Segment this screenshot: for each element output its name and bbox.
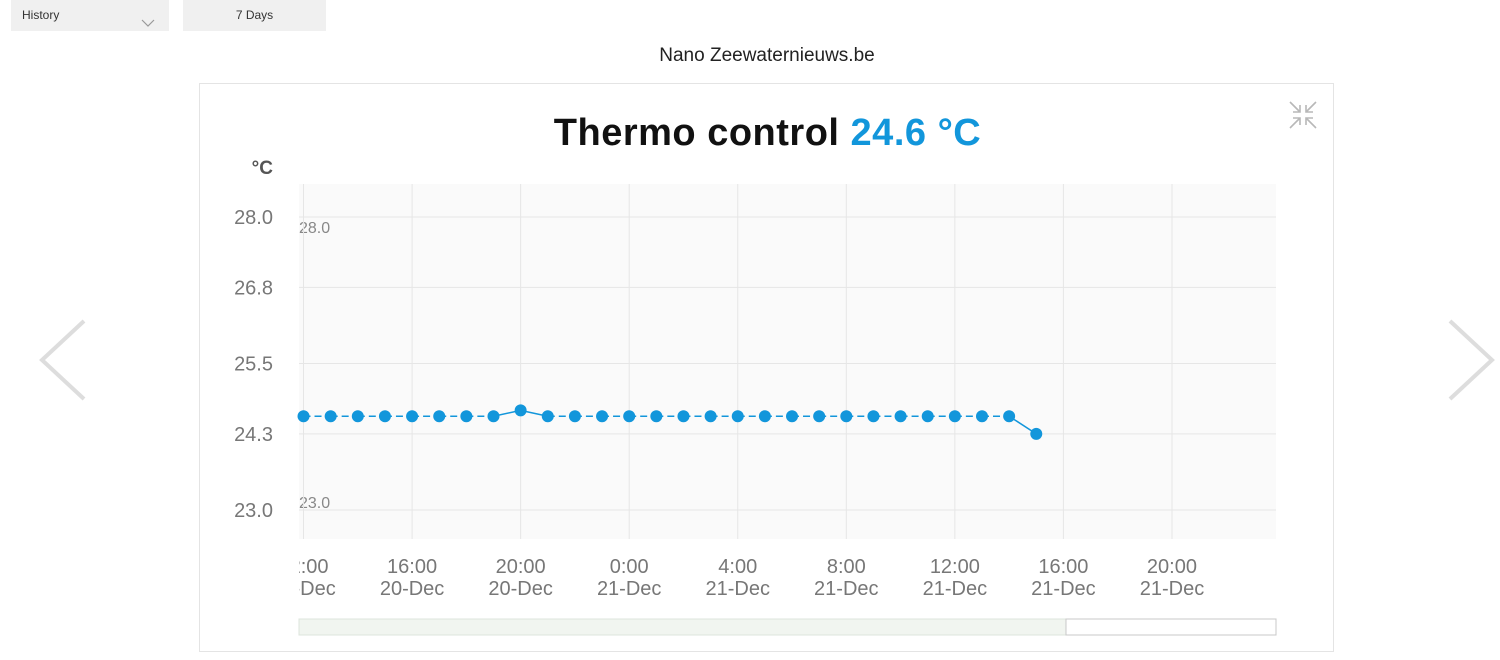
x-tick-time-label: 12:00 [930, 556, 980, 578]
data-point [568, 410, 581, 423]
chart-title: Thermo control 24.6 °C [200, 112, 1335, 155]
data-point [406, 410, 419, 423]
x-tick-time-label: 16:00 [1038, 556, 1088, 578]
plot-area [299, 184, 1276, 539]
chevron-down-icon [141, 9, 155, 40]
band-max-label: 28.0 [299, 220, 330, 237]
x-tick-date-label: 21-Dec [923, 578, 987, 600]
data-point [731, 410, 744, 423]
x-tick-time-label: 4:00 [718, 556, 757, 578]
collapse-arrows-icon[interactable] [1288, 100, 1318, 135]
x-tick-time-label: 20:00 [496, 556, 546, 578]
data-point [786, 410, 799, 423]
data-point [840, 410, 853, 423]
time-range-button[interactable]: 7 Days [183, 0, 326, 31]
x-tick-date-label: 21-Dec [597, 578, 661, 600]
x-tick-date-label: 21-Dec [814, 578, 878, 600]
data-point [1003, 410, 1016, 423]
data-point [813, 410, 826, 423]
y-tick-label: 26.8 [234, 277, 273, 299]
next-device-button[interactable] [1446, 318, 1496, 407]
y-axis-label: °C [252, 158, 274, 179]
x-tick-date-label: 20-Dec [488, 578, 552, 600]
data-point [351, 410, 364, 423]
previous-device-button[interactable] [38, 318, 88, 407]
data-point [324, 410, 337, 423]
x-tick-date-label: 21-Dec [1140, 578, 1204, 600]
x-tick-date-label: 21-Dec [706, 578, 770, 600]
chart-card: Thermo control 24.6 °C 28.0 26.8 25.5 24.3 2… [199, 83, 1334, 652]
data-point [433, 410, 446, 423]
data-point [1030, 427, 1043, 440]
data-point [677, 410, 690, 423]
data-point [514, 404, 527, 417]
history-mode-label: History [22, 8, 60, 22]
data-point [975, 410, 988, 423]
data-point [460, 410, 473, 423]
device-name: Nano Zeewaternieuws.be [659, 45, 875, 66]
x-tick-date-label: 20-Dec [380, 578, 444, 600]
data-point [596, 410, 609, 423]
chevron-left-icon [39, 319, 86, 401]
chart-title-text: Thermo control [553, 112, 840, 154]
data-point [487, 410, 500, 423]
x-tick-time-label: 12:00 [278, 556, 328, 578]
x-tick-date-label: 20-Dec [271, 578, 335, 600]
chevron-right-icon [1448, 319, 1495, 401]
x-tick-time-label: 0:00 [610, 556, 649, 578]
navigator-window-handle[interactable] [1065, 618, 1277, 636]
data-point [921, 410, 934, 423]
history-mode-select[interactable]: History [11, 0, 169, 31]
x-tick-time-label: 16:00 [387, 556, 437, 578]
y-tick-label: 24.3 [234, 424, 273, 446]
temperature-chart: 28.026.825.524.323.0°C28.023.012:0020-De… [234, 158, 1277, 636]
y-tick-label: 23.0 [234, 500, 273, 522]
data-point [541, 410, 554, 423]
x-tick-time-label: 8:00 [827, 556, 866, 578]
data-point [867, 410, 880, 423]
data-point [704, 410, 717, 423]
band-min-label: 23.0 [299, 495, 330, 512]
navigator-series-area [298, 618, 1067, 636]
data-point [758, 410, 771, 423]
data-point [378, 410, 391, 423]
data-point [650, 410, 663, 423]
current-reading: 24.6 °C [850, 112, 982, 154]
y-tick-label: 25.5 [234, 354, 273, 376]
data-point [948, 410, 961, 423]
x-axis-group: 12:0020-Dec16:0020-Dec20:0020-Dec0:0021-… [271, 184, 1204, 600]
data-point [623, 410, 636, 423]
time-range-label: 7 Days [235, 8, 274, 22]
data-point [297, 410, 310, 423]
x-tick-time-label: 20:00 [1147, 556, 1197, 578]
y-tick-label: 28.0 [234, 207, 273, 229]
data-point [894, 410, 907, 423]
x-tick-date-label: 21-Dec [1031, 578, 1095, 600]
